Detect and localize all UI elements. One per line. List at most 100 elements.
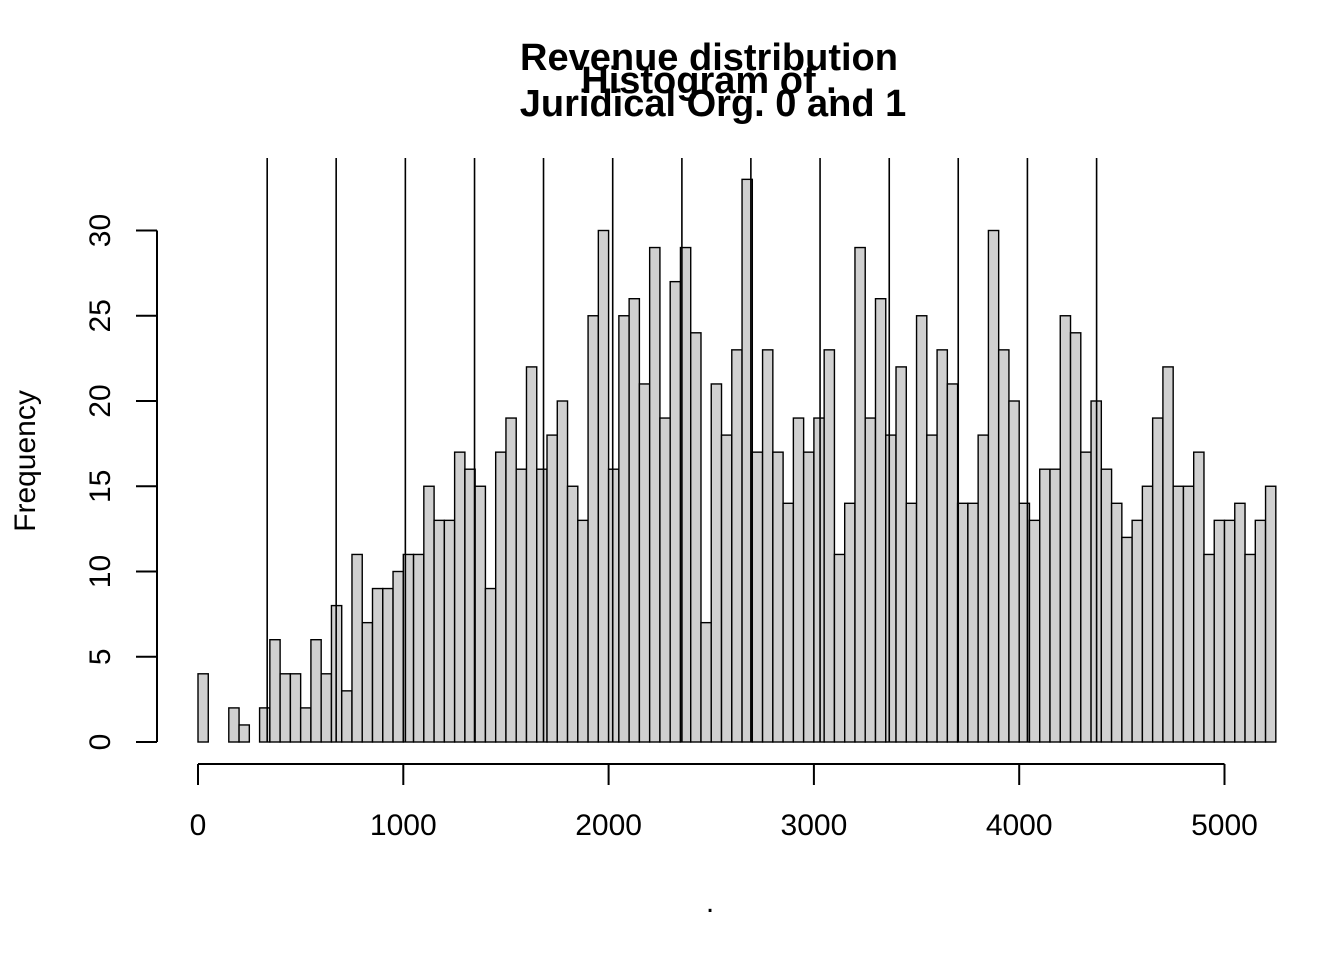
histogram-bar — [1110, 502, 1123, 743]
histogram-bar — [546, 434, 558, 743]
histogram-bar — [638, 383, 651, 743]
histogram-bar — [556, 400, 569, 743]
histogram-bar — [269, 639, 281, 743]
histogram-bar — [669, 280, 682, 743]
histogram-bar — [587, 315, 600, 743]
chart-title-line-1: Revenue distribution — [520, 37, 898, 79]
histogram-bar — [607, 468, 620, 743]
histogram-bar — [1213, 519, 1226, 743]
histogram-bar — [1162, 366, 1174, 743]
histogram-bar — [1100, 468, 1113, 743]
histogram-bar — [228, 707, 240, 743]
histogram-bar — [484, 587, 497, 743]
x-tick-label: 4000 — [986, 809, 1053, 842]
x-axis-label: . — [706, 886, 714, 919]
histogram-bar — [577, 519, 589, 743]
histogram-bar — [289, 673, 302, 743]
bars-group — [197, 178, 1277, 743]
histogram-bar — [720, 434, 733, 743]
x-tick-label: 2000 — [575, 809, 642, 842]
histogram-bar — [997, 349, 1010, 743]
histogram-bar — [915, 315, 928, 743]
histogram-bar — [1141, 485, 1154, 743]
histogram-bar — [987, 229, 1000, 743]
x-tick-label: 3000 — [781, 809, 848, 842]
histogram-bar — [1080, 451, 1092, 743]
histogram-bar — [864, 417, 877, 743]
chart-title-line-2: Juridical Org. 0 and 1 — [520, 83, 906, 125]
histogram-bar — [443, 519, 456, 743]
x-tick-label: 1000 — [370, 809, 437, 842]
y-tick-label: 20 — [84, 384, 117, 417]
histogram-bar — [453, 451, 466, 743]
histogram-bar — [597, 229, 610, 743]
histogram-bar — [854, 246, 866, 743]
histogram-bar — [710, 383, 723, 743]
histogram-bar — [197, 673, 209, 743]
histogram-bar — [956, 502, 969, 743]
histogram-bar — [618, 315, 630, 743]
histogram-bar — [1193, 451, 1205, 743]
histogram-bar — [299, 707, 312, 743]
histogram-bar — [1059, 315, 1072, 743]
histogram-bar — [895, 366, 907, 743]
histogram-bar — [761, 349, 774, 743]
x-tick-label: 5000 — [1191, 809, 1258, 842]
histogram-bar — [905, 502, 918, 743]
vertical-lines-group — [266, 158, 1098, 742]
histogram-bar — [361, 621, 374, 743]
histogram-bar — [536, 468, 548, 743]
histogram-bar — [310, 639, 322, 743]
histogram-bar — [833, 553, 846, 743]
y-tick-label: 10 — [84, 555, 117, 588]
histogram-bar — [1172, 485, 1185, 743]
y-tick-label: 30 — [84, 214, 117, 247]
histogram-bar — [238, 724, 251, 743]
histogram-bar — [1008, 400, 1020, 743]
y-axis-label: Frequency — [9, 390, 42, 532]
histogram-bar — [1151, 417, 1164, 743]
y-tick-label: 0 — [84, 734, 117, 751]
histogram-bar — [1203, 553, 1215, 743]
histogram-bar — [946, 383, 959, 743]
histogram-bar — [1254, 519, 1267, 743]
histogram-bar — [926, 434, 938, 743]
histogram-bar — [1039, 468, 1051, 743]
histogram-bar — [525, 366, 538, 743]
histogram-bar — [341, 690, 353, 743]
histogram-bar — [1182, 485, 1195, 743]
histogram-bar — [258, 707, 271, 743]
y-tick-label: 5 — [84, 648, 117, 665]
histogram-bar — [1223, 519, 1236, 743]
histogram-bar — [843, 502, 856, 743]
y-tick-label: 15 — [84, 470, 117, 503]
histogram-bar — [772, 451, 784, 743]
histogram-bar — [433, 519, 446, 743]
histogram-bar — [936, 349, 949, 743]
histogram-bar — [505, 417, 517, 743]
histogram-bar — [494, 451, 507, 743]
histogram-bar — [423, 485, 435, 743]
histogram-bar — [885, 434, 897, 743]
histogram-bar — [648, 246, 661, 743]
histogram-bar — [515, 468, 528, 743]
histogram-bar — [792, 417, 805, 743]
histogram-bar — [813, 417, 825, 743]
histogram-bar — [412, 553, 425, 743]
histogram-bar — [392, 570, 405, 743]
histogram-bar — [874, 298, 887, 743]
histogram-bar — [782, 502, 795, 743]
histogram-bar — [802, 451, 815, 743]
histogram-bar — [967, 502, 979, 743]
histogram-bar — [1121, 536, 1133, 743]
histogram-bar — [1049, 468, 1061, 743]
y-axis: 0 5 10 15 20 25 30 — [84, 214, 158, 751]
histogram-bar — [320, 673, 333, 743]
histogram-bar — [1234, 502, 1246, 743]
histogram-bar — [1069, 332, 1082, 743]
histogram-bar — [700, 621, 712, 743]
histogram-bar — [566, 485, 579, 743]
histogram-bar — [1131, 519, 1144, 743]
histogram-bar — [751, 451, 764, 743]
